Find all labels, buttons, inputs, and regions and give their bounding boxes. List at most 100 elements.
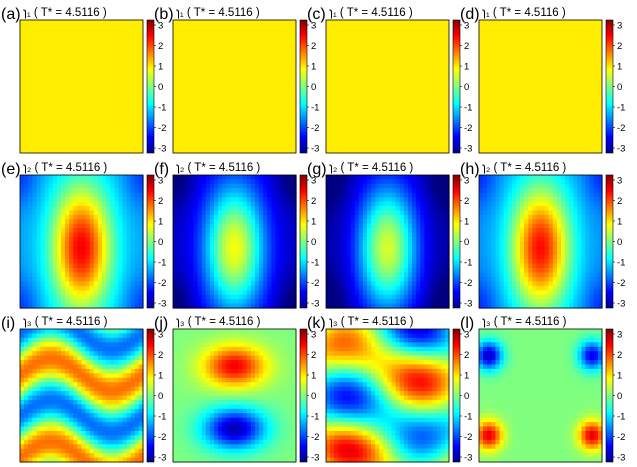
heatmap-cell <box>218 268 223 274</box>
heatmap-cell <box>326 290 331 296</box>
heatmap-cell <box>346 214 352 220</box>
heatmap-cell <box>561 268 566 274</box>
heatmap-cell <box>408 299 413 305</box>
heatmap-cell <box>106 351 111 357</box>
heatmap-cell <box>581 263 587 269</box>
heatmap-cell <box>177 368 182 374</box>
heatmap-cell <box>581 223 587 229</box>
heatmap-cell <box>110 408 115 414</box>
heatmap-cell <box>585 228 591 234</box>
heatmap-cell <box>581 232 587 238</box>
heatmap-cell <box>209 210 215 216</box>
heatmap-cell <box>28 342 33 348</box>
heatmap-cell <box>499 228 505 234</box>
heatmap-cell <box>20 197 25 203</box>
heatmap-cell <box>122 285 128 291</box>
heatmap-cell <box>585 210 591 216</box>
heatmap-cell <box>238 223 244 229</box>
heatmap-cell <box>279 276 285 282</box>
heatmap-cell <box>383 259 389 265</box>
heatmap-cell <box>428 285 434 291</box>
heatmap-cell <box>93 444 99 450</box>
heatmap-cell <box>354 214 360 220</box>
heatmap-cell <box>24 206 29 212</box>
heatmap-cell <box>40 337 46 343</box>
heatmap-cell <box>69 192 74 198</box>
heatmap-cell <box>56 179 62 185</box>
heatmap-cell <box>181 329 186 335</box>
heatmap-cell <box>487 206 492 212</box>
heatmap-cell <box>209 386 215 392</box>
heatmap-cell <box>536 183 542 189</box>
heatmap-cell <box>536 206 542 212</box>
heatmap-cell <box>432 303 438 309</box>
heatmap-cell <box>326 254 331 260</box>
heatmap-cell <box>528 206 533 212</box>
heatmap-cell <box>342 245 348 251</box>
heatmap-cell <box>97 404 103 410</box>
heatmap-cell <box>81 408 87 414</box>
heatmap-cell <box>334 259 339 265</box>
heatmap-cell <box>420 188 425 194</box>
heatmap-cell <box>20 219 25 225</box>
heatmap-cell <box>36 417 42 423</box>
heatmap-cell <box>81 214 87 220</box>
heatmap-cell <box>577 183 583 189</box>
heatmap-cell <box>358 210 364 216</box>
heatmap-cell <box>577 192 583 198</box>
heatmap-cell <box>259 228 264 234</box>
heatmap-cell <box>507 285 513 291</box>
heatmap-cell <box>106 263 111 269</box>
heatmap-cell <box>205 377 211 383</box>
heatmap-cell <box>267 188 272 194</box>
heatmap-cell <box>218 237 223 243</box>
heatmap-cell <box>499 201 505 207</box>
heatmap-cell <box>291 188 297 194</box>
heatmap-cell <box>205 232 211 238</box>
heatmap-cell <box>97 337 103 343</box>
heatmap-cell <box>367 219 372 225</box>
heatmap-cell <box>408 268 413 274</box>
heatmap-cell <box>354 254 360 260</box>
heatmap-cell <box>408 179 413 185</box>
heatmap-cell <box>130 241 136 247</box>
heatmap-cell <box>416 272 421 278</box>
heatmap-cell <box>201 179 207 185</box>
heatmap-cell <box>230 183 236 189</box>
heatmap-cell <box>577 175 583 181</box>
heatmap-cell <box>177 228 182 234</box>
heatmap-cell <box>536 263 542 269</box>
heatmap-cell <box>291 250 297 256</box>
heatmap-cell <box>106 422 111 428</box>
heatmap-cell <box>495 206 501 212</box>
heatmap-cell <box>93 404 99 410</box>
heatmap-cell <box>85 285 91 291</box>
heatmap-cell <box>48 391 54 397</box>
heatmap-cell <box>581 179 587 185</box>
heatmap-cell <box>275 241 281 247</box>
heatmap-cell <box>395 281 401 287</box>
heatmap-cell <box>185 351 190 357</box>
heatmap-cell <box>56 337 62 343</box>
heatmap-cell <box>585 281 591 287</box>
heatmap-cell <box>20 263 25 269</box>
heatmap-cell <box>391 263 397 269</box>
heatmap-cell <box>428 245 434 251</box>
heatmap-cell <box>573 241 578 247</box>
heatmap-cell <box>201 430 207 436</box>
heatmap-cell <box>65 453 70 459</box>
heatmap-cell <box>428 206 434 212</box>
heatmap-cell <box>330 254 335 260</box>
heatmap-cell <box>334 299 339 305</box>
heatmap-cell <box>589 250 595 256</box>
heatmap-cell <box>532 272 537 278</box>
heatmap-cell <box>205 351 211 357</box>
heatmap-cell <box>189 281 195 287</box>
heatmap-cell <box>81 444 87 450</box>
heatmap-cell <box>65 413 70 419</box>
heatmap-cell <box>130 391 136 397</box>
heatmap-cell <box>48 351 54 357</box>
heatmap-cell <box>24 272 29 278</box>
heatmap-cell <box>52 192 58 198</box>
heatmap-cell <box>77 430 83 436</box>
